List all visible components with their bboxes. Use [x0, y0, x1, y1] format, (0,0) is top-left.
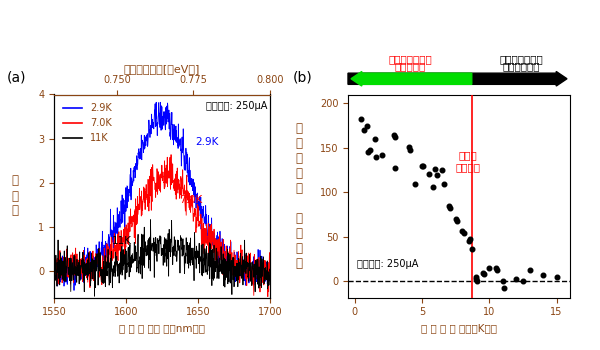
Point	[472, 276, 481, 282]
Text: 注入電流: 250μA: 注入電流: 250μA	[206, 100, 268, 111]
Point	[478, 270, 487, 275]
Point	[364, 149, 373, 155]
Point	[431, 167, 440, 172]
Text: 通常金属状態: 通常金属状態	[502, 61, 539, 71]
Point	[410, 181, 420, 186]
Text: (a): (a)	[7, 70, 26, 84]
Point	[362, 123, 371, 128]
Point	[419, 163, 428, 169]
Point	[538, 272, 548, 278]
Text: 超伝導状態: 超伝導状態	[394, 61, 425, 71]
Point	[356, 117, 366, 122]
Point	[471, 274, 481, 280]
Point	[390, 165, 400, 170]
Point	[452, 218, 462, 224]
Point	[359, 127, 369, 133]
Legend: 2.9K, 7.0K, 11K: 2.9K, 7.0K, 11K	[59, 99, 116, 147]
X-axis label: エネルギー　[　eV　]: エネルギー [ eV ]	[124, 64, 200, 74]
Text: 極
光
強: 極 光 強	[11, 175, 19, 217]
Text: 2.9K: 2.9K	[195, 137, 218, 147]
Point	[390, 134, 400, 140]
Point	[467, 247, 476, 252]
Point	[389, 132, 398, 137]
Point	[439, 181, 448, 186]
Point	[444, 203, 454, 209]
Point	[498, 279, 508, 284]
Text: (b): (b)	[293, 70, 312, 84]
X-axis label: 発 光 波 　長 ［　nm　］: 発 光 波 長 ［ nm ］	[119, 323, 205, 333]
Point	[491, 265, 501, 271]
Text: 注入電流: 250μA: 注入電流: 250μA	[357, 259, 418, 269]
Point	[484, 265, 494, 271]
Point	[370, 136, 380, 142]
Point	[479, 272, 488, 277]
Point	[424, 171, 434, 176]
Point	[499, 285, 509, 290]
Point	[511, 276, 521, 282]
Point	[377, 152, 386, 158]
Point	[404, 144, 413, 150]
Text: 超伝導
臨界温度: 超伝導 臨界温度	[455, 150, 480, 172]
Point	[458, 228, 467, 233]
Text: 統
合
強
度
差

発
光
強
度: 統 合 強 度 差 発 光 強 度	[296, 122, 302, 270]
Point	[459, 230, 469, 235]
Point	[428, 184, 437, 190]
Point	[437, 167, 447, 173]
Point	[371, 154, 381, 160]
Point	[417, 163, 427, 169]
Text: 11K: 11K	[112, 236, 131, 246]
Text: ニオビウム電極: ニオビウム電極	[388, 54, 432, 64]
X-axis label: 測 定 温 度 　［　K　］: 測 定 温 度 ［ K ］	[421, 323, 497, 333]
Text: ニオビウム電極: ニオビウム電極	[499, 54, 543, 64]
Point	[518, 279, 528, 284]
Point	[493, 267, 502, 273]
Point	[525, 267, 535, 273]
Text: 7.0K: 7.0K	[179, 195, 203, 205]
Point	[405, 147, 415, 153]
Point	[464, 238, 474, 243]
Point	[472, 279, 482, 284]
Point	[432, 172, 442, 177]
Point	[365, 147, 374, 153]
Point	[451, 216, 460, 222]
Point	[552, 274, 562, 280]
Point	[445, 206, 455, 211]
Point	[466, 236, 475, 241]
